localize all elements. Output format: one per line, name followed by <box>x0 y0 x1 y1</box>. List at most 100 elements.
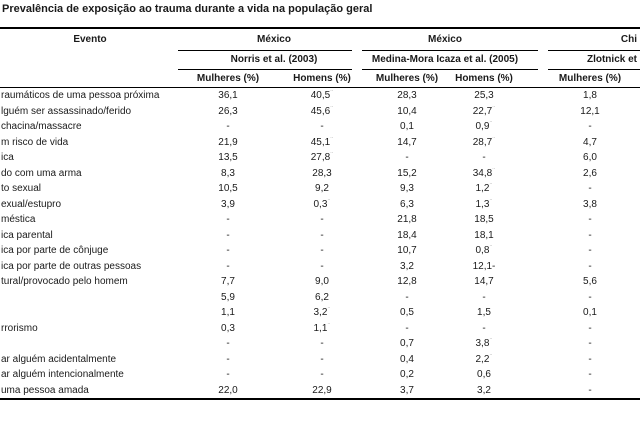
value-cell: 0,6 <box>477 369 491 381</box>
value-cell: 18,5 <box>474 214 494 226</box>
value-cell: 2,2* <box>475 353 493 365</box>
value-cell: 0,8* <box>475 245 493 257</box>
value-cell: - <box>226 369 230 381</box>
col-header-mulheres-3: Mulheres (%) <box>558 72 622 84</box>
header-rule-segment <box>548 50 640 51</box>
table-row: ica parental - - 18,4 18,1 - <box>0 228 640 244</box>
value-cell: 1,1* <box>313 322 331 334</box>
value-cell: 40,5* <box>310 90 334 102</box>
value-cell: - <box>588 338 592 350</box>
row-label: ica por parte de outras pessoas <box>1 260 142 272</box>
value-cell: - <box>482 291 486 303</box>
header-group-row: Evento México México Chi <box>0 29 640 49</box>
value-cell: 6,3 <box>400 198 414 210</box>
value-cell: - <box>588 229 592 241</box>
table-row: uma pessoa amada 22,0 22,9 3,7 3,2 - <box>0 383 640 399</box>
value-cell: 25,3 <box>474 90 494 102</box>
value-cell: 8,3 <box>221 167 235 179</box>
table-row: méstica - - 21,8 18,5 - <box>0 212 640 228</box>
value-cell: 2,6 <box>583 167 597 179</box>
header-rule-segment <box>548 69 640 70</box>
value-cell: 3,2 <box>400 260 414 272</box>
col-header-evento: Evento <box>73 33 107 45</box>
row-label: rrorismo <box>1 322 38 334</box>
table-body: raumáticos de uma pessoa próxima 36,1 40… <box>0 88 640 398</box>
value-cell: 0,7 <box>400 338 414 350</box>
value-cell: 0,3* <box>313 198 331 210</box>
value-cell: 10,5 <box>218 183 238 195</box>
header-study-row: Norris et al. (2003) Medina-Mora Icaza e… <box>0 51 640 68</box>
value-cell: - <box>226 229 230 241</box>
value-cell: - <box>588 245 592 257</box>
value-cell: 6,2 <box>315 291 329 303</box>
value-cell: - <box>588 121 592 133</box>
value-cell: 12,1- <box>472 260 496 272</box>
value-cell: - <box>320 229 324 241</box>
value-cell: - <box>320 369 324 381</box>
table-title: Prevalência de exposição ao trauma duran… <box>2 3 373 15</box>
value-cell: 5,9 <box>221 291 235 303</box>
value-cell: 28,3 <box>312 167 332 179</box>
row-label: ica parental <box>1 229 53 241</box>
value-cell: - <box>226 121 230 133</box>
table-row: ar alguém intencionalmente - - 0,2 0,6 - <box>0 367 640 383</box>
value-cell: - <box>320 214 324 226</box>
value-cell: - <box>588 384 592 396</box>
table-row: exual/estupro 3,9 0,3* 6,3 1,3* 3,8 <box>0 197 640 213</box>
table-row: - - 0,7 3,8* - <box>0 336 640 352</box>
table-row: m risco de vida 21,9 45,1* 14,7 28,7* 4,… <box>0 135 640 151</box>
value-cell: 9,3 <box>400 183 414 195</box>
value-cell: - <box>405 291 409 303</box>
value-cell: - <box>482 152 486 164</box>
table-row: raumáticos de uma pessoa próxima 36,1 40… <box>0 88 640 104</box>
row-label: ica <box>1 152 14 164</box>
value-cell: 9,2 <box>315 183 329 195</box>
row-label: tural/provocado pelo homem <box>1 276 128 288</box>
value-cell: 9,0 <box>315 276 329 288</box>
value-cell: 4,7 <box>583 136 597 148</box>
header-rule-segment <box>178 50 352 51</box>
col-header-mulheres-1: Mulheres (%) <box>196 72 260 84</box>
table-row: ica por parte de cônjuge - - 10,7 0,8* - <box>0 243 640 259</box>
table-row: 1,1 3,2* 0,5 1,5 0,1 <box>0 305 640 321</box>
table-top-rule <box>0 27 640 29</box>
value-cell: - <box>320 260 324 272</box>
value-cell: 45,6* <box>310 105 334 117</box>
row-label: chacina/massacre <box>1 121 82 133</box>
value-cell: 26,3 <box>218 105 238 117</box>
value-cell: 22,7* <box>472 105 496 117</box>
study-zlotnick-clipped: Zlotnick et <box>586 54 637 65</box>
value-cell: 3,8* <box>475 338 493 350</box>
col-header-homens-2: Homens (%) <box>455 72 513 84</box>
row-label: m risco de vida <box>1 136 69 148</box>
header-rule-segment <box>362 50 538 51</box>
value-cell: 0,3 <box>221 322 235 334</box>
value-cell: 12,8 <box>397 276 417 288</box>
value-cell: 1,2* <box>475 183 493 195</box>
row-label: do com uma arma <box>1 167 82 179</box>
value-cell: 12,1 <box>580 105 600 117</box>
value-cell: 27,8* <box>310 152 334 164</box>
value-cell: - <box>588 369 592 381</box>
value-cell: 1,8 <box>583 90 597 102</box>
value-cell: 0,2 <box>400 369 414 381</box>
table-row: lguém ser assassinado/ferido 26,3 45,6* … <box>0 104 640 120</box>
value-cell: 22,9 <box>312 384 332 396</box>
value-cell: 0,1 <box>400 121 414 133</box>
value-cell: - <box>226 353 230 365</box>
table-row: chacina/massacre - - 0,1 0,9* - <box>0 119 640 135</box>
value-cell: 3,8 <box>583 198 597 210</box>
value-cell: - <box>405 152 409 164</box>
table-row: ar alguém acidentalmente - - 0,4 2,2* - <box>0 352 640 368</box>
table-row: 5,9 6,2 - - - <box>0 290 640 306</box>
row-label: exual/estupro <box>1 198 62 210</box>
study-medina-mora: Medina-Mora Icaza et al. (2005) <box>371 54 519 65</box>
row-label: ar alguém acidentalmente <box>1 353 117 365</box>
value-cell: 3,2 <box>477 384 491 396</box>
value-cell: 10,7 <box>397 245 417 257</box>
value-cell: 14,7 <box>474 276 494 288</box>
value-cell: - <box>226 214 230 226</box>
value-cell: 0,1 <box>583 307 597 319</box>
value-cell: - <box>588 260 592 272</box>
